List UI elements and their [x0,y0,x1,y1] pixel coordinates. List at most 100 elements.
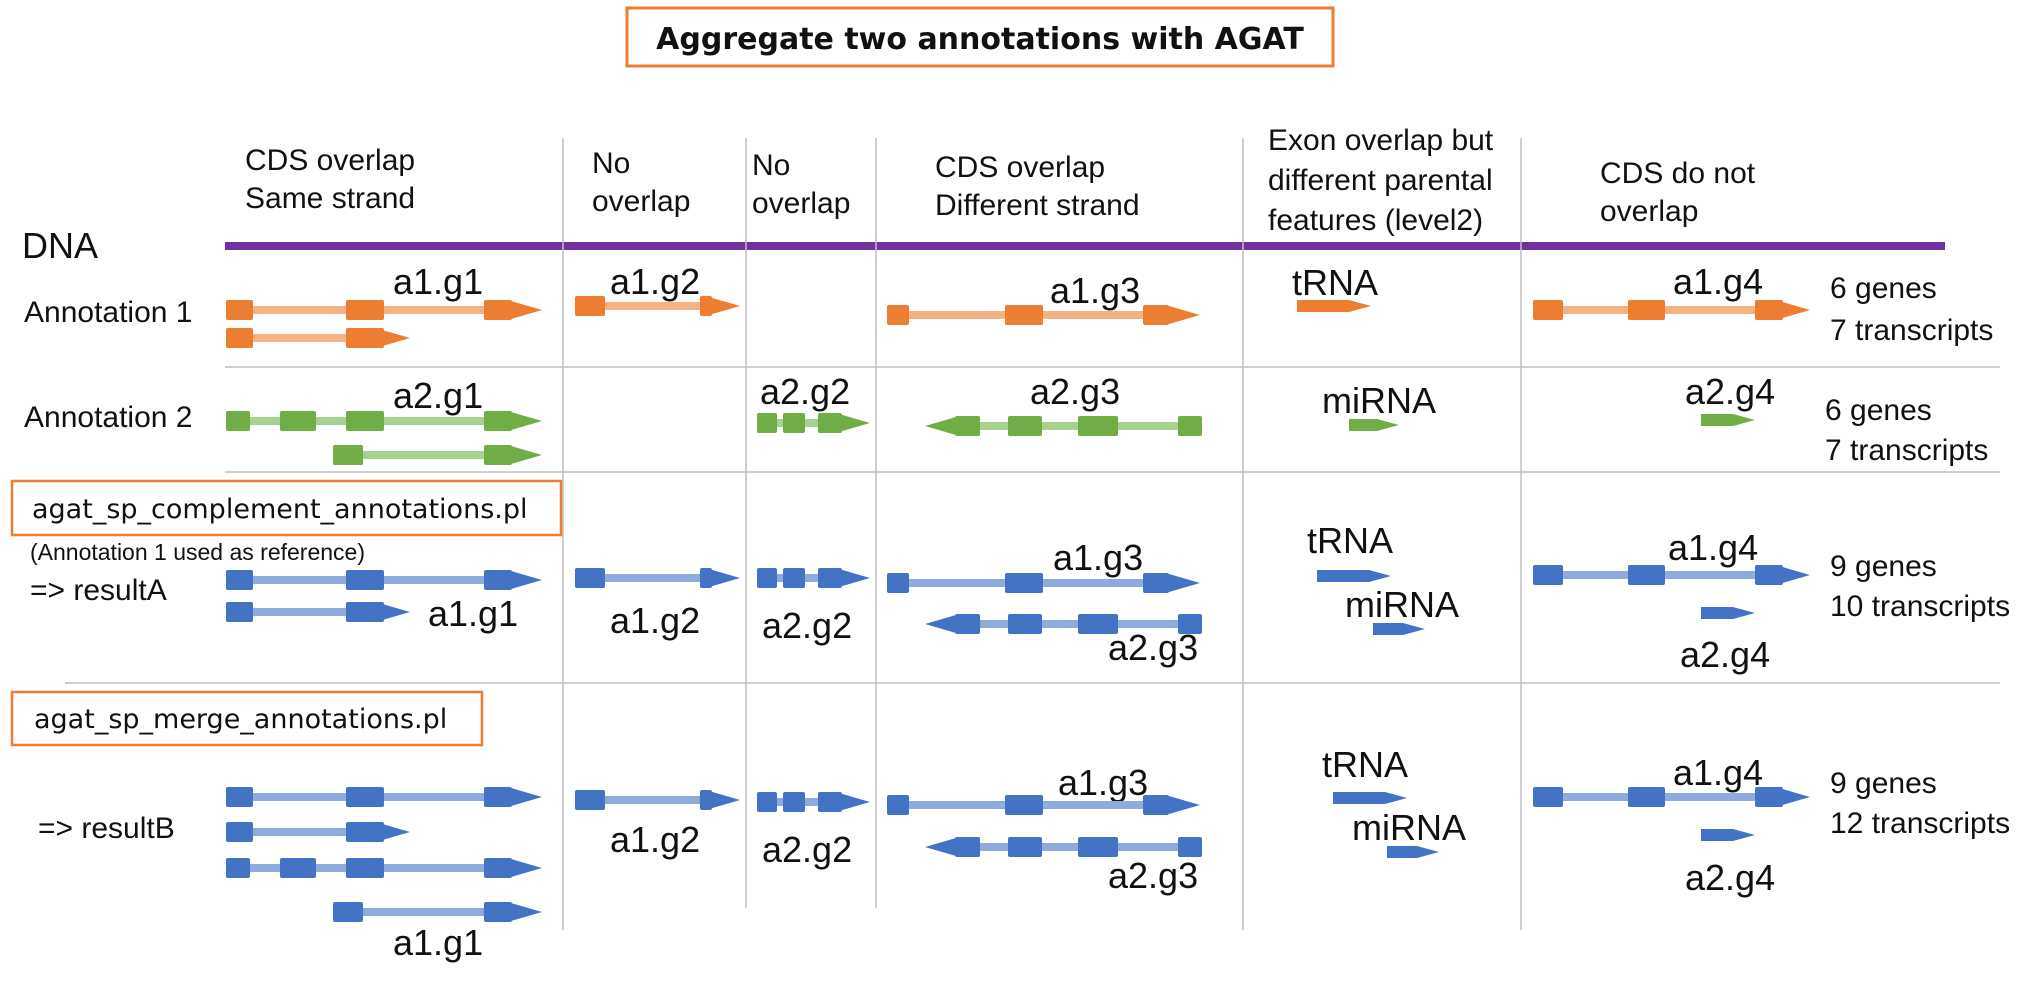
intron-line [575,796,710,804]
annotation1-label: Annotation 1 [24,296,192,329]
exon-block [333,902,363,922]
gene-label: tRNA [1322,744,1408,785]
complement-tool-box [10,479,563,537]
annotation1-transcripts: 7 transcripts [1830,314,1993,347]
feature-block [1387,846,1417,858]
strand-arrow [925,838,956,856]
exon-block [955,614,980,634]
strand-arrow [839,793,870,811]
exon-block [818,792,842,812]
merge-tool-name: agat_sp_merge_annotations.pl [34,704,447,735]
intron-line [333,908,512,916]
merge-tool-box [10,690,484,747]
strand-arrow [379,329,410,347]
exon-block [346,822,384,842]
strand-arrow [379,603,410,621]
exon-block [484,902,512,922]
feature-block [1701,414,1733,426]
gene-label: a2.g2 [762,605,852,646]
gene-label: a1.g4 [1673,752,1763,793]
resultB-genes: 9 genes [1830,767,1937,800]
strand-arrow [925,417,956,435]
feature-block [1373,623,1403,635]
exon-block [1755,565,1783,585]
gene-label: a1.g2 [610,261,700,302]
exon-block [1628,300,1665,320]
exon-block [1178,416,1202,436]
exon-block [818,413,842,433]
gene-label: a1.g4 [1673,261,1763,302]
feature-block [1349,419,1377,431]
exon-block [1628,565,1665,585]
exon-block [346,300,384,320]
intron-line [575,302,710,310]
exon-block [226,858,250,878]
exon-block [575,296,605,316]
col1-header-line1: CDS overlap [245,144,415,177]
resultA-note: (Annotation 1 used as reference) [30,539,365,565]
strand-arrow [1779,566,1810,584]
exon-block [1005,305,1043,325]
gene-label: a1.g2 [610,819,700,860]
strand-arrow [511,859,542,877]
gene-label: a1.g1 [428,593,518,634]
exon-block [1533,300,1563,320]
col6-header-line1: CDS do not [1600,157,1756,190]
exon-block [1078,416,1118,436]
intron-line [226,828,380,836]
col6-header-line2: overlap [1600,195,1698,228]
strand-arrow [1417,846,1439,858]
exon-block [484,445,512,465]
exon-block [1143,795,1169,815]
strand-arrow [511,571,542,589]
gene-label: a1.g1 [393,261,483,302]
intron-line [575,574,710,582]
strand-arrow [1733,607,1755,619]
exon-block [887,305,909,325]
exon-block [346,328,384,348]
gene-label: tRNA [1292,262,1378,303]
strand-arrow [511,788,542,806]
gene-label: a2.g2 [760,371,850,412]
strand-arrow [511,412,542,430]
intron-line [333,451,512,459]
exon-block [757,792,777,812]
col3-header-line2: overlap [752,187,850,220]
annotation2-label: Annotation 2 [24,401,192,434]
exon-block [887,573,909,593]
gene-label: miRNA [1322,380,1436,421]
gene-label: a2.g4 [1685,371,1775,412]
exon-block [1178,614,1202,634]
gene-label: a2.g4 [1680,634,1770,675]
exon-block [1078,614,1118,634]
col3-header-line1: No [752,149,790,182]
gene-label: a1.g4 [1668,527,1758,568]
gene-label: a2.g4 [1685,857,1775,898]
exon-block [1078,837,1118,857]
resultB-label: => resultB [38,812,175,845]
exon-block [484,300,512,320]
exon-block [226,328,253,348]
strand-arrow [709,791,740,809]
gene-label: miRNA [1345,584,1459,625]
exon-block [1755,300,1783,320]
strand-arrow [1779,788,1810,806]
exon-block [757,568,777,588]
strand-arrow [1169,574,1200,592]
exon-block [484,858,512,878]
exon-block [280,858,316,878]
exon-block [783,413,805,433]
col4-header-line2: Different strand [935,189,1140,222]
exon-block [333,445,363,465]
col1-header-line2: Same strand [245,182,415,215]
gene-label: a1.g3 [1053,537,1143,578]
feature-block [1333,792,1385,804]
column-headers: CDS overlap Same strand No overlap No ov… [245,124,1756,237]
strand-arrow [1779,301,1810,319]
strand-arrow [839,414,870,432]
feature-block [1297,300,1349,312]
strand-arrow [1169,306,1200,324]
intron-line [226,334,380,342]
exon-block [955,416,980,436]
col5-header-line3: features (level2) [1268,204,1483,237]
